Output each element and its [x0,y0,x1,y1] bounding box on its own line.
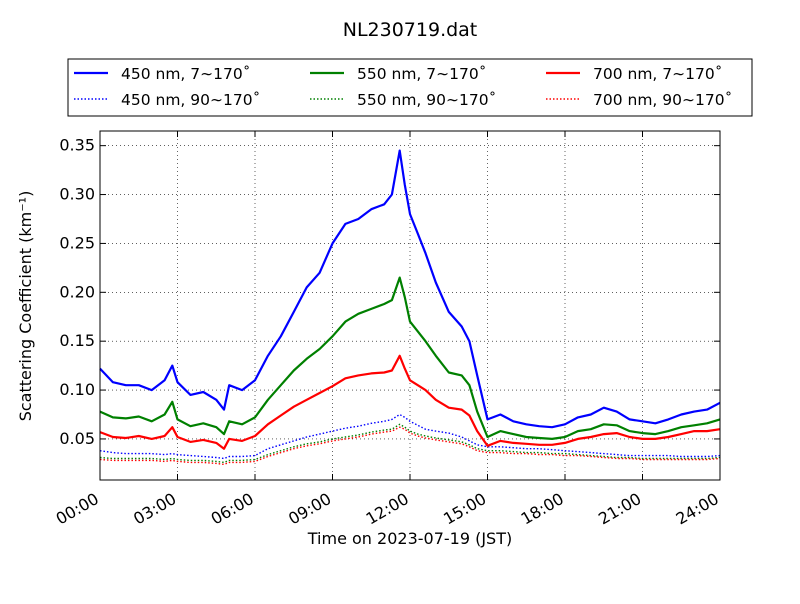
x-tick-label: 24:00 [673,489,722,529]
x-tick-label: 06:00 [208,489,257,529]
legend-label: 550 nm, 7∼170˚ [357,65,486,83]
y-tick-label: 0.30 [59,185,95,204]
x-tick-label: 12:00 [363,489,412,529]
x-tick-label: 03:00 [130,489,179,529]
x-tick-label: 15:00 [440,489,489,529]
legend-label: 450 nm, 90∼170˚ [121,91,260,109]
x-axis-label: Time on 2023-07-19 (JST) [307,529,512,548]
y-tick-label: 0.20 [59,282,95,301]
y-tick-label: 0.15 [59,331,95,350]
x-tick-label: 00:00 [53,489,102,529]
chart-title: NL230719.dat [343,19,478,41]
x-tick-label: 09:00 [285,489,334,529]
legend-frame [67,58,753,117]
series-group [99,149,721,466]
y-tick-label: 0.35 [59,136,95,155]
x-tick-label: 21:00 [595,489,644,529]
legend-label: 700 nm, 7∼170˚ [593,65,722,83]
y-axis-label: Scattering Coefficient (km⁻¹) [16,191,35,422]
y-tick-label: 0.05 [59,429,95,448]
y-tick-label: 0.10 [59,380,95,399]
series-line-1 [99,413,721,460]
legend-label: 550 nm, 90∼170˚ [357,91,496,109]
legend-label: 450 nm, 7∼170˚ [121,65,250,83]
legend: 450 nm, 7∼170˚ 450 nm, 90∼170˚ 550 nm, 7∼1… [67,58,753,117]
series-line-3 [99,423,721,464]
x-tick-label: 18:00 [518,489,567,529]
y-tick-label: 0.25 [59,233,95,252]
grid [100,131,720,480]
legend-label: 700 nm, 90∼170˚ [593,91,732,109]
series-line-2 [99,276,721,440]
y-axis: 0.05 0.10 0.15 0.20 0.25 0.30 0.35 [59,136,720,448]
series-line-0 [99,149,721,429]
series-line-4 [99,354,721,450]
